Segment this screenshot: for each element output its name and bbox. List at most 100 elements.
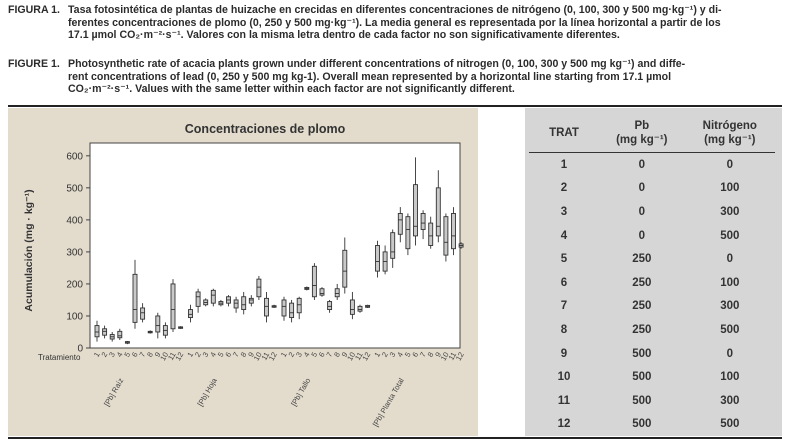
x-tick-label: 2 — [286, 351, 296, 359]
table-cell-pb: 500 — [632, 418, 652, 431]
table-cell-n: 0 — [726, 158, 733, 171]
x-tick-label: 5 — [403, 351, 413, 359]
box — [248, 297, 254, 304]
table-row: 7 250 300 — [529, 295, 775, 319]
x-tick-label: 1 — [185, 351, 195, 359]
table-cell-pb: 250 — [632, 253, 652, 266]
table-cell-n: 300 — [720, 300, 740, 313]
table-row: 6 250 100 — [529, 271, 775, 295]
table-cell-pb: 0 — [638, 182, 645, 195]
table-cell-trat: 6 — [560, 276, 568, 289]
table-row: 8 250 500 — [529, 318, 775, 342]
y-tick-label: 0 — [77, 344, 83, 355]
x-tick-label: 7 — [231, 351, 241, 359]
x-tick-label: 7 — [137, 351, 147, 359]
table-cell-pb: 0 — [638, 229, 645, 242]
box — [132, 273, 138, 323]
table-cell-pb: 250 — [632, 323, 652, 336]
table-cell-trat: 4 — [560, 229, 568, 242]
box — [375, 245, 380, 272]
box — [210, 289, 216, 304]
table-cell-n: 100 — [720, 371, 740, 384]
x-tick-label: 2 — [193, 351, 203, 359]
x-tick-label: 9 — [246, 351, 256, 359]
x-tick-label: 1 — [372, 351, 382, 359]
box — [289, 302, 295, 319]
group-label: [Pb] Tallo — [289, 377, 312, 408]
table-cell-trat: 5 — [560, 253, 568, 266]
box — [390, 232, 396, 259]
table-cell-trat: 12 — [557, 418, 571, 431]
x-tick-label: 9 — [340, 351, 350, 359]
table-cell-n: 0 — [726, 347, 733, 360]
x-tick-label: 8 — [239, 351, 249, 359]
caption-line: Tasa fotosintética de plantas de huizach… — [68, 4, 722, 16]
table-cell-pb: 500 — [632, 371, 652, 384]
x-tick-label: 1 — [92, 351, 102, 359]
box — [195, 291, 201, 307]
header-pb: Pb (mg kg⁻¹) — [599, 114, 685, 153]
box — [188, 309, 193, 319]
caption-line: ferentes concentraciones de plomo (0, 25… — [68, 16, 721, 29]
table-cell-trat: 11 — [557, 394, 571, 407]
box — [357, 305, 363, 312]
y-tick-label: 400 — [66, 215, 83, 226]
caption-line: Photosynthetic rate of acacia plants gro… — [68, 58, 686, 70]
x-tick-label: 12 — [173, 351, 185, 363]
x-tick-label: 6 — [410, 351, 420, 359]
table-row: 2 0 100 — [529, 177, 775, 201]
header-trat: TRAT — [529, 114, 599, 153]
table-cell-pb: 250 — [632, 300, 652, 313]
table-row: 12 500 500 — [529, 413, 775, 437]
table-row: 1 0 0 — [529, 153, 775, 177]
y-tick-label: 600 — [66, 151, 83, 162]
box — [256, 278, 262, 298]
x-tick-label: 1 — [279, 351, 289, 359]
x-tick-label: 11 — [260, 351, 272, 362]
x-tick-label: 10 — [158, 351, 170, 363]
boxplot-chart: Concentraciones de plomo 0 100 200 300 400 500… — [23, 122, 466, 428]
x-tick-label: 7 — [324, 351, 334, 359]
x-tick-label: 6 — [317, 351, 327, 359]
x-axis-label: Tratamiento — [38, 353, 81, 362]
chart-panel: Concentraciones de plomo 0 100 200 300 400 500… — [8, 108, 478, 436]
table-cell-pb: 250 — [632, 276, 652, 289]
group-label: [Pb] Hoja — [196, 376, 220, 408]
box — [334, 288, 340, 298]
box — [342, 249, 348, 288]
box — [451, 213, 456, 250]
table-cell-trat: 3 — [560, 205, 568, 218]
table-cell-trat: 8 — [560, 323, 568, 336]
top-rule — [8, 105, 782, 107]
x-tick-label: 5 — [309, 351, 319, 359]
table-header-row: TRAT Pb (mg kg⁻¹) Nitrógeno (mg kg⁻¹) — [529, 114, 775, 153]
x-tick-label: 8 — [426, 351, 436, 359]
x-tick-label: 9 — [433, 351, 443, 359]
table-cell-trat: 2 — [560, 182, 568, 195]
x-tick-label: 2 — [380, 351, 390, 359]
x-tick-label: 3 — [294, 351, 304, 359]
x-tick-label: 5 — [216, 351, 226, 359]
caption-spanish: FIGURA 1. Tasa fotosintética de plantas d… — [8, 4, 784, 42]
box — [420, 213, 426, 230]
x-tick-label: 10 — [439, 351, 451, 363]
table-row: 11 500 300 — [529, 389, 775, 413]
box — [319, 288, 325, 296]
table-cell-n: 0 — [726, 253, 733, 266]
table-cell-n: 500 — [720, 323, 740, 336]
bottom-rule — [8, 437, 782, 439]
x-tick-label: 4 — [302, 351, 312, 359]
caption-label: FIGURE 1. — [8, 58, 60, 70]
box — [327, 301, 333, 311]
caption-label: FIGURA 1. — [8, 4, 60, 16]
table-cell-trat: 1 — [560, 158, 568, 171]
plot-area — [89, 142, 461, 349]
treatment-table: TRAT Pb (mg kg⁻¹) Nitrógeno (mg kg⁻¹) 1 0 0 2… — [529, 114, 775, 436]
y-tick-label: 200 — [66, 279, 83, 290]
box — [233, 299, 239, 309]
table-row: 9 500 0 — [529, 342, 775, 366]
chart-title: Concentraciones de plomo — [185, 122, 346, 136]
table-cell-pb: 0 — [638, 158, 645, 171]
box — [397, 213, 403, 235]
x-tick-label: 7 — [418, 351, 428, 359]
